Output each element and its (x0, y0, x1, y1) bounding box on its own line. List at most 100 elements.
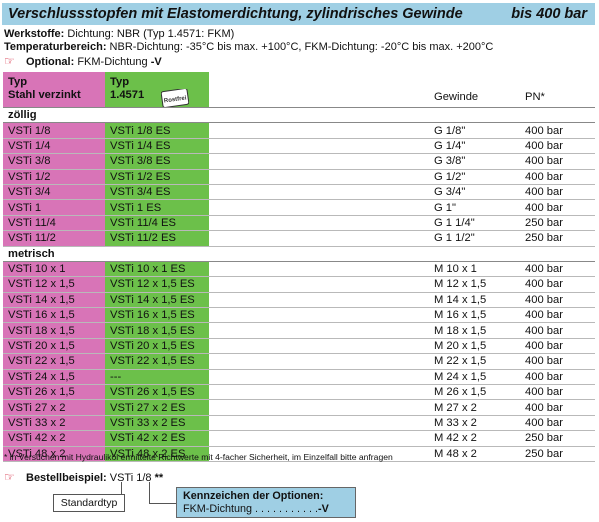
thread: M 48 x 2 (429, 446, 519, 462)
type-stainless: VSTi 11/2 ES (105, 230, 209, 247)
pressure: 400 bar (519, 322, 595, 339)
type-steel: VSTi 1 (3, 199, 105, 216)
header-stainless: Typ 1.4571 Rostfrei (105, 72, 209, 108)
pressure: 400 bar (519, 353, 595, 370)
pressure: 400 bar (519, 199, 595, 216)
thread: M 10 x 1 (429, 261, 519, 278)
table-row: VSTi 10 x 1 VSTi 10 x 1 ES M 10 x 1 400 bar (3, 261, 595, 278)
thread: M 16 x 1,5 (429, 307, 519, 324)
table-row: VSTi 1/4 VSTi 1/4 ES G 1/4" 400 bar (3, 138, 595, 155)
pointing-hand-icon: ☞ (4, 53, 15, 68)
thread: G 3/8" (429, 153, 519, 170)
pressure: 250 bar (519, 446, 595, 462)
type-steel: VSTi 1/8 (3, 122, 105, 139)
pointing-hand-icon: ☞ (4, 470, 15, 484)
pressure: 400 bar (519, 307, 595, 324)
pressure: 400 bar (519, 261, 595, 278)
table-row: VSTi 11/4 VSTi 11/4 ES G 1 1/4" 250 bar (3, 215, 595, 232)
thread: M 24 x 1,5 (429, 369, 519, 386)
pressure: 400 bar (519, 184, 595, 201)
optional-line: ☞ Optional: FKM-Dichtung -V (4, 53, 162, 68)
table-row: VSTi 12 x 1,5 VSTi 12 x 1,5 ES M 12 x 1,5 4… (3, 276, 595, 293)
type-steel: VSTi 42 x 2 (3, 430, 105, 447)
svg-text:Rostfrei: Rostfrei (164, 95, 188, 104)
table-row: VSTi 16 x 1,5 VSTi 16 x 1,5 ES M 16 x 1,5 4… (3, 307, 595, 324)
temperature-line: Temperaturbereich: NBR-Dichtung: -35°C b… (4, 41, 494, 54)
thread: M 12 x 1,5 (429, 276, 519, 293)
table-row: VSTi 26 x 1,5 VSTi 26 x 1,5 ES M 26 x 1,5 4… (3, 384, 595, 401)
table-row: VSTi 3/4 VSTi 3/4 ES G 3/4" 400 bar (3, 184, 595, 201)
pressure: 400 bar (519, 169, 595, 185)
order-example: ☞ Bestellbeispiel: VSTi 1/8 ** (4, 470, 164, 484)
page-title: Verschlussstopfen mit Elastomerdichtung,… (8, 6, 463, 22)
pressure: 250 bar (519, 215, 595, 232)
table-row: VSTi 20 x 1,5 VSTi 20 x 1,5 ES M 20 x 1,5 4… (3, 338, 595, 355)
thread: M 22 x 1,5 (429, 353, 519, 370)
section-header: metrisch (3, 246, 595, 262)
type-stainless: VSTi 1/2 ES (105, 169, 209, 185)
type-steel: VSTi 18 x 1,5 (3, 322, 105, 339)
standard-type-box: Standardtyp (53, 494, 125, 512)
pressure: 400 bar (519, 399, 595, 416)
type-steel: VSTi 3/4 (3, 184, 105, 201)
pressure: 400 bar (519, 292, 595, 309)
thread: G 1" (429, 199, 519, 216)
rostfrei-stamp-icon: Rostfrei (161, 89, 190, 107)
pressure: 400 bar (519, 384, 595, 401)
type-steel: VSTi 1/2 (3, 169, 105, 185)
pressure: 400 bar (519, 153, 595, 170)
section-header: zöllig (3, 107, 595, 124)
type-stainless: VSTi 1 ES (105, 199, 209, 216)
type-stainless: VSTi 27 x 2 ES (105, 399, 209, 416)
type-steel: VSTi 27 x 2 (3, 399, 105, 416)
type-steel: VSTi 33 x 2 (3, 415, 105, 432)
thread: G 3/4" (429, 184, 519, 201)
pressure: 400 bar (519, 338, 595, 355)
type-steel: VSTi 24 x 1,5 (3, 369, 105, 386)
thread: G 1/8" (429, 122, 519, 139)
pressure: 400 bar (519, 369, 595, 386)
header-pn: PN* (519, 72, 595, 108)
thread: M 26 x 1,5 (429, 384, 519, 401)
type-stainless: VSTi 3/4 ES (105, 184, 209, 201)
type-steel: VSTi 10 x 1 (3, 261, 105, 278)
type-stainless: VSTi 20 x 1,5 ES (105, 338, 209, 355)
options-legend-box: Kennzeichen der Optionen: FKM-Dichtung .… (176, 487, 356, 518)
type-stainless: VSTi 42 x 2 ES (105, 430, 209, 447)
type-steel: VSTi 12 x 1,5 (3, 276, 105, 293)
pressure: 400 bar (519, 415, 595, 432)
title-bar: Verschlussstopfen mit Elastomerdichtung,… (2, 3, 595, 25)
table-row: VSTi 11/2 VSTi 11/2 ES G 1 1/2" 250 bar (3, 230, 595, 247)
pressure: 250 bar (519, 430, 595, 447)
table-header: Typ Stahl verzinkt Typ 1.4571 Rostfrei Gew… (3, 72, 595, 108)
thread: G 1 1/2" (429, 230, 519, 247)
type-steel: VSTi 11/2 (3, 230, 105, 247)
thread: M 42 x 2 (429, 430, 519, 447)
type-steel: VSTi 14 x 1,5 (3, 292, 105, 309)
thread: M 20 x 1,5 (429, 338, 519, 355)
table-row: VSTi 14 x 1,5 VSTi 14 x 1,5 ES M 14 x 1,5 4… (3, 292, 595, 309)
thread: M 14 x 1,5 (429, 292, 519, 309)
type-stainless: VSTi 14 x 1,5 ES (105, 292, 209, 309)
table-row: VSTi 18 x 1,5 VSTi 18 x 1,5 ES M 18 x 1,5 4… (3, 322, 595, 339)
type-stainless: VSTi 10 x 1 ES (105, 261, 209, 278)
type-stainless: VSTi 3/8 ES (105, 153, 209, 170)
type-stainless: VSTi 11/4 ES (105, 215, 209, 232)
pressure: 400 bar (519, 122, 595, 139)
table-row: VSTi 42 x 2 VSTi 42 x 2 ES M 42 x 2 250 bar (3, 430, 595, 447)
type-steel: VSTi 22 x 1,5 (3, 353, 105, 370)
type-stainless: --- (105, 369, 209, 386)
thread: G 1/2" (429, 169, 519, 185)
table-row: VSTi 1/2 VSTi 1/2 ES G 1/2" 400 bar (3, 169, 595, 185)
type-steel: VSTi 11/4 (3, 215, 105, 232)
type-stainless: VSTi 18 x 1,5 ES (105, 322, 209, 339)
type-stainless: VSTi 16 x 1,5 ES (105, 307, 209, 324)
table-row: VSTi 22 x 1,5 VSTi 22 x 1,5 ES M 22 x 1,5 4… (3, 353, 595, 370)
header-thread: Gewinde (429, 72, 519, 108)
pressure-rating: bis 400 bar (511, 6, 587, 22)
type-steel: VSTi 20 x 1,5 (3, 338, 105, 355)
materials-line: Werkstoffe: Dichtung: NBR (Typ 1.4571: F… (4, 28, 235, 40)
type-stainless: VSTi 12 x 1,5 ES (105, 276, 209, 293)
pressure: 400 bar (519, 138, 595, 155)
type-stainless: VSTi 48 x 2 ES (105, 446, 209, 462)
